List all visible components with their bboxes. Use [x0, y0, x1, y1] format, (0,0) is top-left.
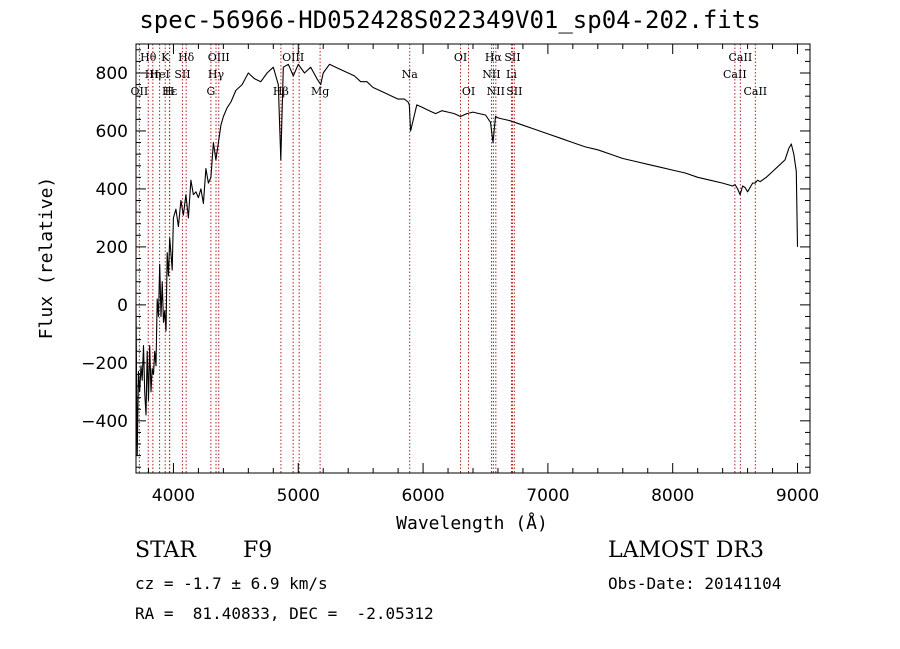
object-class: STAR [135, 538, 196, 563]
spectrum-line [135, 63, 799, 457]
obs-date: Obs-Date: 20141104 [608, 574, 782, 593]
x-tick-label: 7000 [526, 486, 569, 506]
x-tick-label: 8000 [651, 486, 694, 506]
line-label: NII [482, 68, 500, 81]
line-label: Hβ [273, 85, 289, 98]
line-label: Na [402, 68, 419, 81]
line-label: G [206, 85, 215, 98]
line-label: Hθ [140, 51, 157, 64]
line-label: CaII [743, 85, 767, 98]
x-tick-label: 9000 [776, 486, 819, 506]
line-label: OIII [282, 51, 304, 64]
object-subclass: F9 [243, 538, 273, 563]
y-tick-label: 400 [96, 180, 128, 200]
y-tick-label: −200 [81, 354, 128, 374]
y-tick-label: 600 [96, 122, 128, 142]
y-tick-label: 800 [96, 64, 128, 84]
x-tick-label: 5000 [277, 486, 320, 506]
line-label: Hη [145, 68, 161, 81]
line-label: Hα [485, 51, 503, 64]
redshift-text: cz = -1.7 ± 6.9 km/s [135, 574, 328, 593]
line-label: Hδ [178, 51, 195, 64]
line-label: OIII [208, 51, 230, 64]
x-axis-label: Wavelength (Å) [396, 512, 548, 534]
line-label: Hε [162, 85, 178, 98]
plot-frame [135, 43, 811, 474]
line-label: SII [504, 51, 520, 64]
line-label: CaII [723, 68, 747, 81]
line-label: NII [487, 85, 505, 98]
line-label: Mg [311, 85, 329, 98]
line-label: OI [462, 85, 475, 98]
line-label: Li [506, 68, 517, 81]
line-label: SII [506, 85, 522, 98]
x-tick-label: 4000 [152, 486, 195, 506]
emission-line-markers [138, 44, 756, 473]
y-axis-label: Flux (relative) [36, 177, 57, 340]
x-tick-label: 6000 [401, 486, 444, 506]
line-label: Hγ [208, 68, 225, 81]
line-label: CaII [729, 51, 753, 64]
spectrum-series [135, 63, 799, 457]
line-label: SII [174, 68, 190, 81]
survey-name: LAMOST DR3 [608, 538, 764, 563]
coordinates: RA = 81.40833, DEC = -2.05312 [135, 604, 434, 623]
line-label: OII [131, 85, 149, 98]
line-label: HeI [149, 68, 169, 81]
line-label: OI [454, 51, 467, 64]
line-label: H [165, 85, 175, 98]
y-tick-label: 0 [117, 296, 128, 316]
chart-title: spec-56966-HD052428S022349V01_sp04-202.f… [139, 6, 761, 34]
line-label: K [161, 51, 170, 64]
x-axis: 4000 5000 6000 7000 8000 9000 [147, 44, 819, 506]
y-tick-label: 200 [96, 238, 128, 258]
y-tick-label: −400 [81, 412, 128, 432]
y-axis: −400 −200 0 200 400 600 800 [81, 49, 810, 468]
